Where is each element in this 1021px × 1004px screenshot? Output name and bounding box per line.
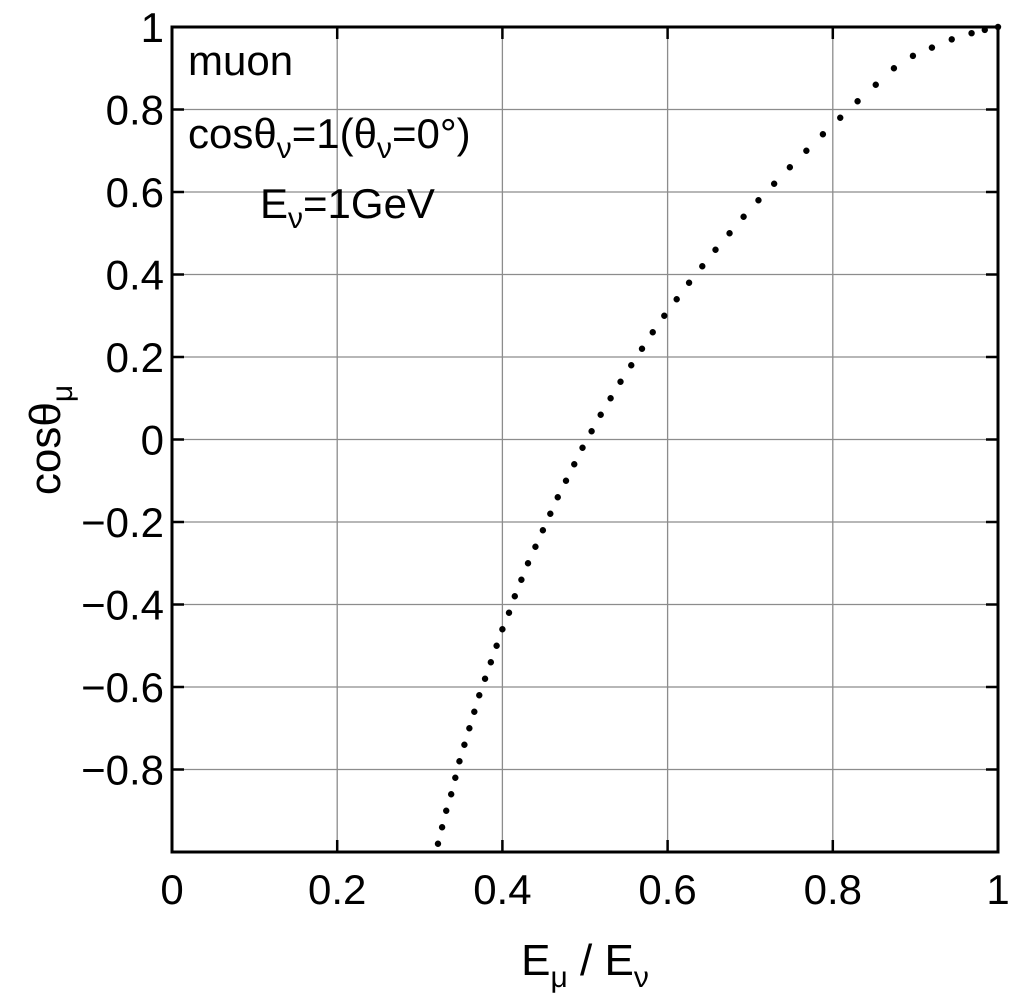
data-point (890, 65, 898, 72)
data-point (673, 296, 680, 303)
data-point (434, 840, 442, 847)
data-point (948, 36, 955, 43)
data-point (607, 395, 614, 402)
axis-ticks (170, 25, 1000, 852)
data-point (685, 279, 693, 286)
y-tick-labels: −0.8 −0.6 −0.4 −0.2 0 0.2 0.4 0.6 0.8 1 (81, 4, 164, 794)
data-point (854, 98, 861, 105)
y-tick-label: 0.8 (106, 87, 164, 134)
data-point (579, 444, 586, 451)
data-point (461, 741, 468, 748)
x-tick-labels: 0 0.2 0.4 0.6 0.8 1 (160, 866, 1009, 913)
data-point (456, 758, 463, 765)
y-tick-label: 0 (141, 417, 164, 464)
data-point (539, 527, 547, 534)
data-point (712, 246, 719, 253)
x-tick-label: 1 (986, 866, 1009, 913)
x-tick-label: 0.4 (473, 866, 531, 913)
data-point (699, 263, 706, 270)
data-point (819, 131, 827, 138)
data-point (571, 461, 578, 468)
data-point (803, 147, 810, 154)
data-point (726, 230, 733, 237)
annotation-energy: Eν=1GeV (260, 180, 435, 235)
data-point (755, 197, 762, 204)
data-point (438, 824, 446, 831)
grid (172, 27, 998, 852)
x-tick-label: 0 (160, 866, 183, 913)
y-tick-label: −0.6 (81, 664, 164, 711)
x-tick-label: 0.8 (804, 866, 862, 913)
data-point (661, 312, 668, 319)
data-point (471, 708, 478, 715)
data-point (968, 29, 975, 37)
y-tick-label: −0.2 (81, 499, 164, 546)
data-point (511, 593, 518, 600)
data-point (452, 774, 459, 781)
x-tick-label: 0.2 (308, 866, 366, 913)
data-point (649, 329, 656, 336)
data-point (628, 362, 635, 369)
y-tick-label: −0.8 (81, 747, 164, 794)
data-point (481, 675, 489, 682)
data-point (547, 510, 554, 517)
data-point (532, 543, 539, 550)
annotation-particle: muon (188, 37, 293, 84)
y-tick-label: 0.6 (106, 169, 164, 216)
annotation-angle: cosθν=1(θν=0°) (188, 110, 471, 165)
data-point (499, 626, 506, 633)
data-points (434, 23, 1002, 847)
data-point (466, 725, 473, 732)
y-tick-label: 0.2 (106, 334, 164, 381)
y-tick-label: −0.4 (81, 582, 164, 629)
y-tick-label: 0.4 (106, 252, 164, 299)
data-point (597, 411, 604, 418)
data-point (588, 428, 595, 435)
data-point (524, 560, 532, 567)
data-point (909, 52, 917, 60)
data-point (770, 180, 778, 187)
data-point (872, 81, 879, 88)
data-point (518, 576, 525, 583)
data-point (638, 345, 646, 352)
data-point (786, 164, 794, 171)
data-point (554, 494, 561, 501)
x-axis-label: Eμ / Eν (521, 936, 649, 994)
data-point (562, 477, 570, 484)
data-point (493, 642, 500, 649)
data-point (617, 378, 624, 385)
data-point (505, 609, 513, 616)
y-axis-label: cosθμ (21, 385, 79, 495)
data-point (487, 659, 495, 666)
data-point (443, 807, 450, 814)
data-point (476, 692, 483, 699)
data-point (837, 114, 844, 121)
data-point (740, 213, 747, 220)
x-tick-label: 0.6 (638, 866, 696, 913)
data-point (447, 791, 455, 798)
y-tick-label: 1 (141, 4, 164, 51)
data-point (928, 44, 936, 51)
